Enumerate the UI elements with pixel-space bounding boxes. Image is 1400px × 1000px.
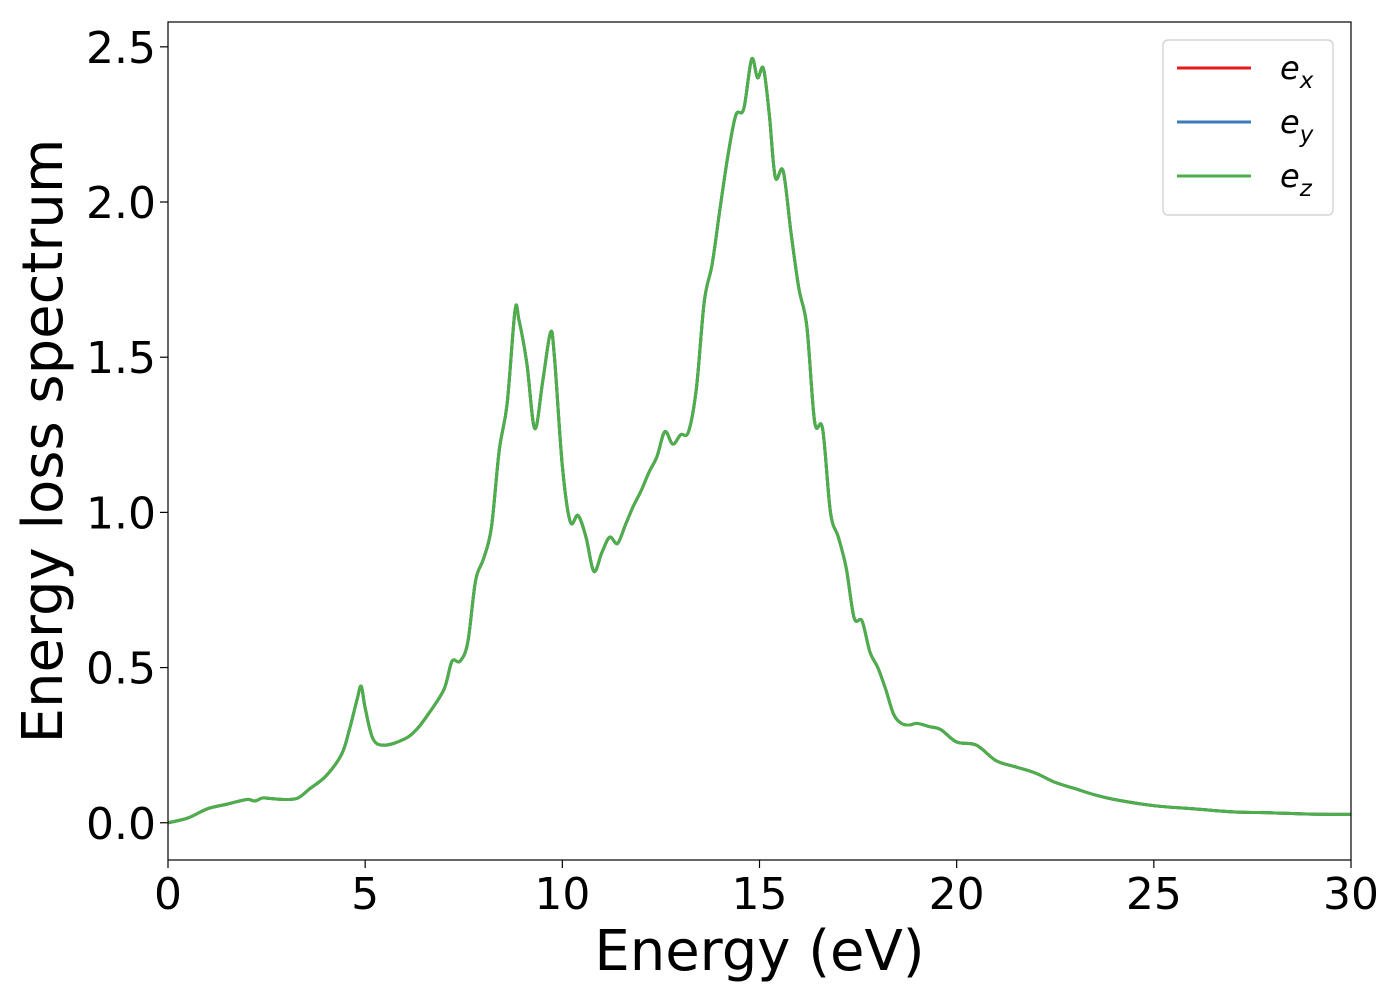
y-tick-label: 1.0: [86, 488, 156, 539]
legend-label-2: ez: [1280, 157, 1313, 202]
x-tick-label: 0: [154, 869, 182, 920]
legend-label-1: ey: [1280, 103, 1314, 148]
y-tick-label: 1.5: [86, 333, 156, 384]
x-axis-ticks: 0 5 10 15 20 25 30: [154, 860, 1379, 920]
y-tick-label: 2.5: [86, 23, 156, 74]
series-layer: [168, 56, 1351, 825]
y-axis-label: Energy loss spectrum: [11, 139, 76, 744]
y-tick-label: 0.5: [86, 644, 156, 695]
x-tick-label: 30: [1323, 869, 1379, 920]
legend-label-0: ex: [1280, 49, 1314, 94]
y-tick-label: 0.0: [86, 799, 156, 850]
x-tick-label: 10: [534, 869, 590, 920]
legend-box: [1162, 39, 1334, 216]
series-line-2: [168, 56, 1351, 825]
x-tick-label: 25: [1126, 869, 1182, 920]
x-axis-label: Energy (eV): [594, 919, 924, 984]
legend-entries: ex ey ez: [1177, 49, 1314, 202]
y-tick-label: 2.0: [86, 178, 156, 229]
y-axis-ticks: 0.0 0.5 1.0 1.5 2.0 2.5: [86, 23, 168, 850]
x-tick-label: 15: [732, 869, 788, 920]
x-tick-label: 5: [351, 869, 379, 920]
legend: ex ey ez: [1162, 39, 1334, 216]
x-tick-label: 20: [929, 869, 985, 920]
